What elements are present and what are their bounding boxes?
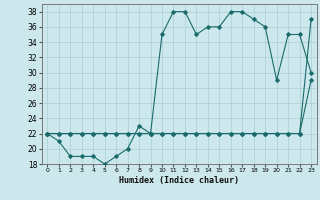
- X-axis label: Humidex (Indice chaleur): Humidex (Indice chaleur): [119, 176, 239, 185]
